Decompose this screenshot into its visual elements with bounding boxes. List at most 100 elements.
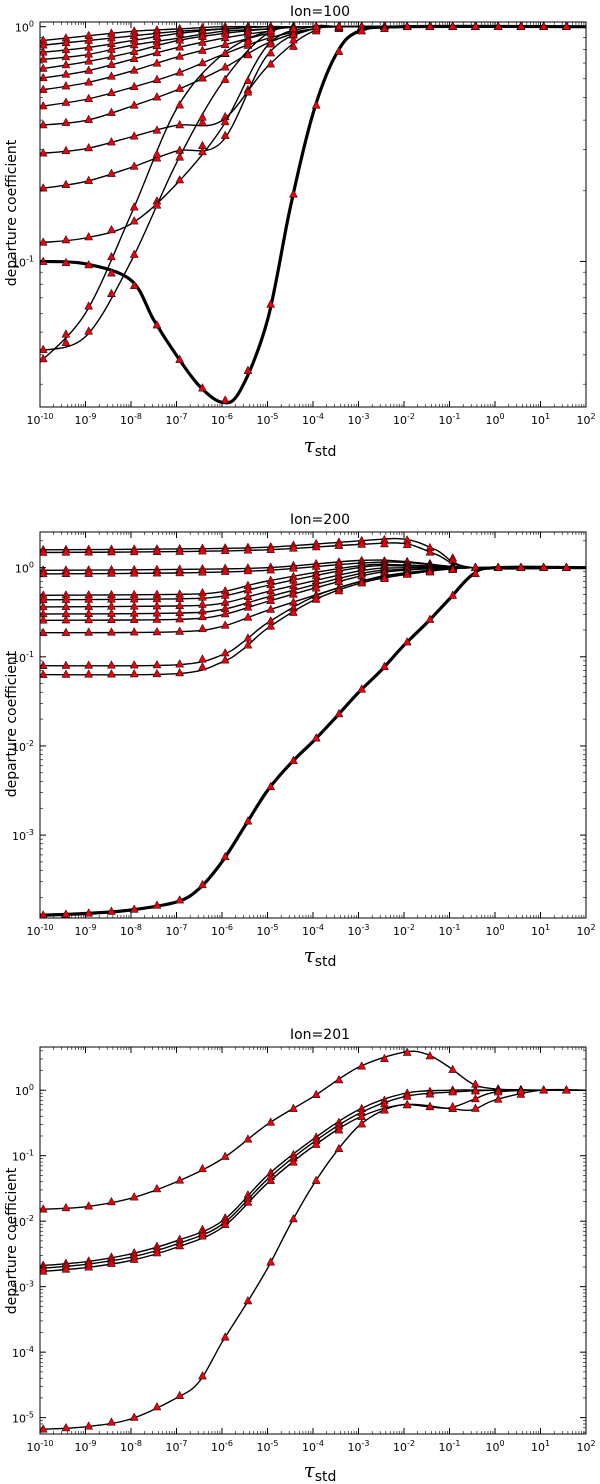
data-point-marker	[84, 1262, 94, 1271]
y-tick-label: 10-3	[12, 1280, 34, 1295]
data-point-marker	[220, 566, 230, 575]
data-point-marker	[129, 65, 139, 74]
data-point-marker	[380, 661, 389, 670]
data-point-marker	[40, 183, 48, 192]
data-point-marker	[40, 615, 48, 624]
data-point-marker	[266, 299, 276, 308]
x-axis-label: τstd	[304, 433, 337, 460]
data-point-marker	[425, 22, 435, 30]
data-point-marker	[84, 93, 94, 102]
data-point-marker	[175, 42, 185, 51]
data-point-marker	[61, 145, 71, 155]
data-point-marker	[425, 1051, 435, 1060]
data-point-marker	[129, 904, 139, 913]
data-point-marker	[516, 562, 526, 571]
data-point-marker	[380, 1105, 389, 1114]
data-point-marker	[129, 668, 139, 678]
data-point-marker	[61, 669, 71, 678]
data-point-marker	[129, 627, 139, 636]
data-point-marker	[198, 146, 207, 156]
data-point-marker	[107, 137, 116, 146]
data-point-marker	[40, 547, 48, 556]
panel-ion-200: Ion=200 departure coefficient τstd 10-10…	[4, 512, 596, 970]
data-point-marker	[198, 1163, 207, 1173]
data-point-marker	[311, 1139, 321, 1148]
data-point-marker	[516, 22, 526, 30]
data-point-marker	[84, 142, 94, 152]
data-point-marker	[220, 1332, 230, 1341]
data-point-marker	[40, 119, 48, 129]
data-point-marker	[129, 1412, 139, 1421]
data-point-marker	[289, 607, 298, 616]
x-tick-label: 10-10	[26, 1439, 53, 1454]
data-point-marker	[402, 539, 412, 548]
data-point-marker	[448, 1101, 458, 1111]
series-line	[40, 24, 586, 405]
y-axis-label: departure coefficient	[4, 650, 20, 797]
data-point-marker	[539, 562, 549, 571]
data-point-marker	[289, 543, 298, 552]
x-tick-label: 10-3	[348, 923, 370, 938]
data-point-marker	[40, 568, 48, 578]
data-point-marker	[84, 547, 94, 556]
x-tick-label: 10-9	[75, 923, 97, 938]
data-point-marker	[175, 100, 185, 109]
data-point-marker	[129, 216, 139, 225]
data-point-marker	[40, 1424, 48, 1433]
x-tick-label: 10-6	[211, 1439, 233, 1454]
data-point-marker	[402, 569, 412, 578]
x-tick-label: 10-6	[211, 923, 233, 938]
data-point-marker	[175, 546, 185, 555]
data-point-marker	[107, 906, 116, 915]
data-point-marker	[220, 608, 230, 618]
data-point-marker	[175, 51, 185, 60]
data-point-marker	[289, 1103, 298, 1112]
data-point-marker	[61, 51, 71, 61]
x-tick-label: 10-2	[393, 1439, 415, 1454]
series-line	[40, 25, 586, 108]
y-axis-label: departure coefficient	[4, 139, 20, 286]
data-point-marker	[84, 326, 94, 335]
data-point-marker	[243, 365, 253, 374]
y-tick-label: 10-3	[12, 828, 34, 843]
data-point-marker	[198, 623, 207, 633]
y-tick-label: 100	[15, 561, 34, 576]
data-point-marker	[266, 1175, 276, 1184]
plot-frame	[39, 1046, 587, 1435]
data-point-marker	[425, 614, 435, 623]
x-tick-label: 10-5	[257, 412, 279, 427]
x-tick-label: 100	[485, 1439, 504, 1454]
data-point-marker	[152, 601, 162, 610]
data-point-marker	[243, 612, 253, 621]
data-point-marker	[40, 627, 48, 636]
x-tick-label: 10-4	[302, 923, 324, 938]
data-point-marker	[107, 568, 116, 577]
data-point-marker	[266, 604, 276, 613]
data-point-marker	[266, 565, 276, 574]
data-point-marker	[243, 75, 253, 85]
data-point-marker	[448, 564, 458, 573]
data-point-marker	[84, 1201, 94, 1210]
x-tick-label: 10-6	[211, 412, 233, 427]
x-tick-label: 10-5	[257, 923, 279, 938]
data-point-marker	[129, 249, 139, 258]
x-tick-label: 10-1	[439, 1439, 461, 1454]
data-point-marker	[152, 200, 162, 209]
data-point-marker	[220, 62, 230, 71]
data-point-marker	[243, 87, 253, 96]
data-point-marker	[40, 256, 48, 265]
data-point-marker	[107, 547, 116, 556]
data-point-marker	[289, 1157, 298, 1166]
data-point-marker	[175, 83, 185, 92]
x-tick-label: 102	[576, 923, 595, 938]
x-tick-label: 10-7	[166, 1439, 188, 1454]
data-point-marker	[220, 655, 230, 664]
data-point-marker	[129, 161, 139, 170]
data-point-marker	[129, 568, 139, 577]
data-point-marker	[402, 22, 412, 30]
data-point-marker	[471, 1103, 480, 1112]
data-point-marker	[425, 547, 435, 556]
x-tick-label: 100	[485, 923, 504, 938]
data-point-marker	[198, 117, 207, 126]
